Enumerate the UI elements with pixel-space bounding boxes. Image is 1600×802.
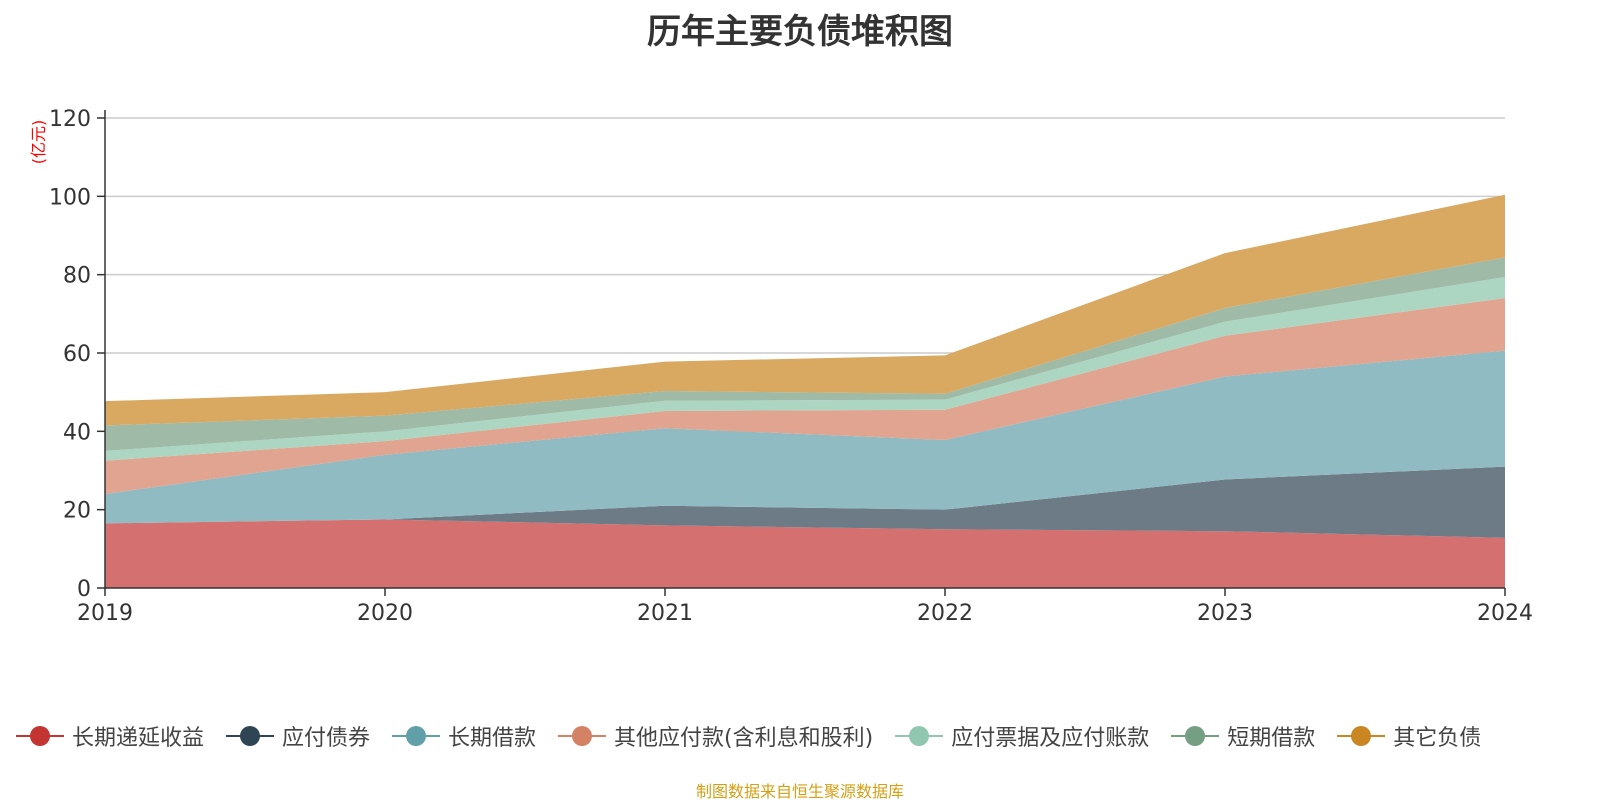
y-tick-label: 60 [63, 342, 91, 367]
y-tick-label: 100 [49, 185, 91, 210]
area-series-5 [105, 257, 1505, 451]
legend-item[interactable]: 应付债券 [226, 720, 370, 752]
x-tick-label: 2024 [1477, 601, 1533, 626]
area-series-4 [105, 277, 1505, 461]
x-tick-label: 2023 [1197, 601, 1253, 626]
legend-marker-icon [392, 724, 441, 748]
legend-marker-icon [1171, 724, 1220, 748]
legend-marker-icon [226, 724, 275, 748]
area-series-0 [105, 519, 1505, 588]
legend-item[interactable]: 短期借款 [1171, 720, 1315, 752]
legend-item[interactable]: 应付票据及应付账款 [895, 720, 1149, 752]
legend-item[interactable]: 其他应付款(含利息和股利) [558, 720, 873, 752]
legend-label: 长期借款 [448, 726, 537, 751]
area-series-2 [105, 350, 1505, 524]
y-axis-unit-label: (亿元) [29, 120, 48, 165]
y-tick-label: 40 [63, 420, 91, 445]
legend-label: 应付票据及应付账款 [951, 726, 1150, 751]
legend-marker-icon [16, 724, 64, 748]
chart-title: 历年主要负债堆积图 [647, 12, 953, 52]
legend-item[interactable]: 其它负债 [1337, 720, 1481, 752]
legend-label: 应付债券 [282, 726, 371, 751]
area-series-1 [105, 466, 1505, 538]
legend-marker-icon [895, 724, 944, 748]
legend-marker-icon [1337, 724, 1386, 748]
x-tick-label: 2022 [917, 601, 973, 626]
legend: 长期递延收益 应付债券 长期借款 其他应付款(含利息和股利) 应付票据及应付账款 短期借款… [16, 716, 1503, 756]
area-series-3 [105, 298, 1505, 494]
x-tick-label: 2021 [637, 601, 693, 626]
x-tick-label: 2019 [77, 601, 133, 626]
area-series-6 [105, 194, 1505, 426]
legend-item[interactable]: 长期借款 [392, 720, 536, 752]
axes: 0 20 40 60 80 100 120 2019 2020 2021 2022 2023 2024 [49, 107, 1533, 626]
data-source-note: 制图数据来自恒生聚源数据库 [695, 782, 904, 801]
y-tick-label: 80 [63, 264, 91, 289]
y-tick-label: 20 [63, 499, 91, 524]
area-series-group [105, 194, 1505, 588]
legend-item[interactable]: 长期递延收益 [16, 720, 204, 752]
legend-label: 短期借款 [1227, 726, 1316, 751]
legend-label: 其他应付款(含利息和股利) [614, 726, 874, 751]
legend-label: 其它负债 [1393, 726, 1482, 751]
y-tick-label: 120 [49, 107, 91, 132]
legend-marker-icon [558, 724, 607, 748]
y-tick-label: 0 [77, 577, 91, 602]
x-tick-label: 2020 [357, 601, 413, 626]
legend-label: 长期递延收益 [72, 726, 205, 751]
